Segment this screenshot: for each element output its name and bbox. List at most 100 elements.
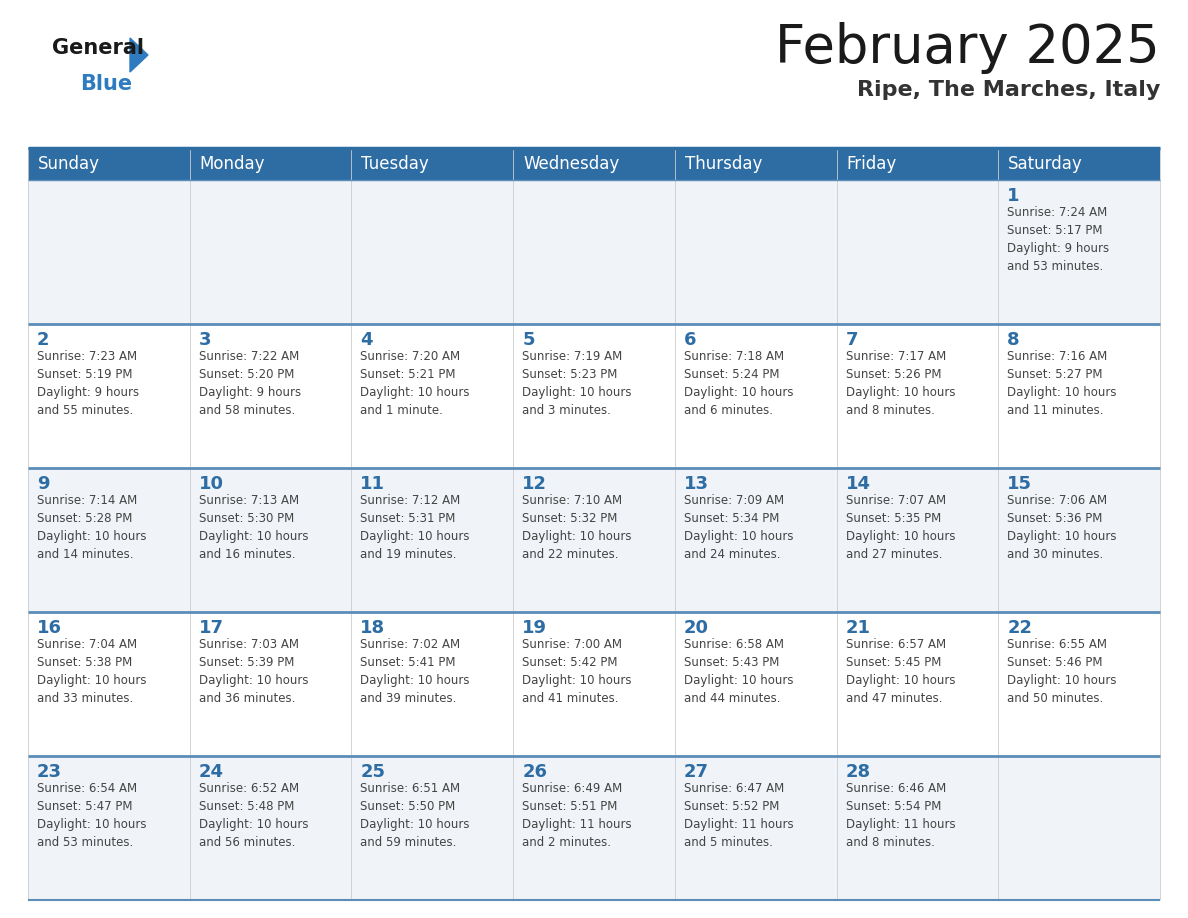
Bar	[836, 324, 998, 468]
Text: 20: 20	[684, 619, 709, 637]
Text: 27: 27	[684, 763, 709, 781]
Text: 7: 7	[846, 331, 858, 349]
Bar	[513, 756, 675, 900]
Text: Sunrise: 7:18 AM
Sunset: 5:24 PM
Daylight: 10 hours
and 6 minutes.: Sunrise: 7:18 AM Sunset: 5:24 PM Dayligh…	[684, 350, 794, 417]
Bar	[998, 756, 1159, 900]
Text: Sunrise: 6:51 AM
Sunset: 5:50 PM
Daylight: 10 hours
and 59 minutes.: Sunrise: 6:51 AM Sunset: 5:50 PM Dayligh…	[360, 782, 470, 849]
Text: 19: 19	[523, 619, 548, 637]
Text: Sunday: Sunday	[38, 155, 100, 173]
Text: 28: 28	[846, 763, 871, 781]
Text: Sunrise: 7:16 AM
Sunset: 5:27 PM
Daylight: 10 hours
and 11 minutes.: Sunrise: 7:16 AM Sunset: 5:27 PM Dayligh…	[1007, 350, 1117, 417]
Polygon shape	[129, 38, 148, 72]
Text: Sunrise: 7:04 AM
Sunset: 5:38 PM
Daylight: 10 hours
and 33 minutes.: Sunrise: 7:04 AM Sunset: 5:38 PM Dayligh…	[37, 638, 146, 705]
Text: Sunrise: 7:00 AM
Sunset: 5:42 PM
Daylight: 10 hours
and 41 minutes.: Sunrise: 7:00 AM Sunset: 5:42 PM Dayligh…	[523, 638, 632, 705]
Text: Sunrise: 6:47 AM
Sunset: 5:52 PM
Daylight: 11 hours
and 5 minutes.: Sunrise: 6:47 AM Sunset: 5:52 PM Dayligh…	[684, 782, 794, 849]
Bar	[836, 180, 998, 324]
Bar	[513, 612, 675, 756]
Text: 12: 12	[523, 475, 548, 493]
Bar	[190, 612, 352, 756]
Text: 16: 16	[37, 619, 62, 637]
Text: 6: 6	[684, 331, 696, 349]
Bar	[29, 612, 190, 756]
Text: Sunrise: 7:17 AM
Sunset: 5:26 PM
Daylight: 10 hours
and 8 minutes.: Sunrise: 7:17 AM Sunset: 5:26 PM Dayligh…	[846, 350, 955, 417]
Text: 18: 18	[360, 619, 386, 637]
Bar	[998, 468, 1159, 612]
Text: 11: 11	[360, 475, 385, 493]
Bar	[675, 180, 836, 324]
Text: 25: 25	[360, 763, 385, 781]
Text: Sunrise: 7:12 AM
Sunset: 5:31 PM
Daylight: 10 hours
and 19 minutes.: Sunrise: 7:12 AM Sunset: 5:31 PM Dayligh…	[360, 494, 470, 561]
Bar	[190, 468, 352, 612]
Text: 14: 14	[846, 475, 871, 493]
Text: Friday: Friday	[847, 155, 897, 173]
Text: 22: 22	[1007, 619, 1032, 637]
Bar	[675, 324, 836, 468]
Text: Wednesday: Wednesday	[523, 155, 619, 173]
Bar	[513, 324, 675, 468]
Text: Sunrise: 7:24 AM
Sunset: 5:17 PM
Daylight: 9 hours
and 53 minutes.: Sunrise: 7:24 AM Sunset: 5:17 PM Dayligh…	[1007, 206, 1110, 273]
Bar	[352, 180, 513, 324]
Text: 24: 24	[198, 763, 223, 781]
Text: Sunrise: 7:06 AM
Sunset: 5:36 PM
Daylight: 10 hours
and 30 minutes.: Sunrise: 7:06 AM Sunset: 5:36 PM Dayligh…	[1007, 494, 1117, 561]
Bar	[836, 612, 998, 756]
Bar	[998, 612, 1159, 756]
Text: Sunrise: 7:19 AM
Sunset: 5:23 PM
Daylight: 10 hours
and 3 minutes.: Sunrise: 7:19 AM Sunset: 5:23 PM Dayligh…	[523, 350, 632, 417]
Bar	[190, 324, 352, 468]
Text: Sunrise: 7:22 AM
Sunset: 5:20 PM
Daylight: 9 hours
and 58 minutes.: Sunrise: 7:22 AM Sunset: 5:20 PM Dayligh…	[198, 350, 301, 417]
Text: 2: 2	[37, 331, 50, 349]
Text: Saturday: Saturday	[1009, 155, 1083, 173]
Text: Sunrise: 6:46 AM
Sunset: 5:54 PM
Daylight: 11 hours
and 8 minutes.: Sunrise: 6:46 AM Sunset: 5:54 PM Dayligh…	[846, 782, 955, 849]
Text: Tuesday: Tuesday	[361, 155, 429, 173]
Bar	[352, 612, 513, 756]
Text: 26: 26	[523, 763, 548, 781]
Text: General: General	[52, 38, 144, 58]
Bar	[998, 180, 1159, 324]
Text: Sunrise: 7:03 AM
Sunset: 5:39 PM
Daylight: 10 hours
and 36 minutes.: Sunrise: 7:03 AM Sunset: 5:39 PM Dayligh…	[198, 638, 308, 705]
Bar	[998, 324, 1159, 468]
Bar	[836, 756, 998, 900]
Bar	[352, 324, 513, 468]
Text: Sunrise: 7:13 AM
Sunset: 5:30 PM
Daylight: 10 hours
and 16 minutes.: Sunrise: 7:13 AM Sunset: 5:30 PM Dayligh…	[198, 494, 308, 561]
Bar	[29, 324, 190, 468]
Text: Sunrise: 7:14 AM
Sunset: 5:28 PM
Daylight: 10 hours
and 14 minutes.: Sunrise: 7:14 AM Sunset: 5:28 PM Dayligh…	[37, 494, 146, 561]
Text: Sunrise: 6:55 AM
Sunset: 5:46 PM
Daylight: 10 hours
and 50 minutes.: Sunrise: 6:55 AM Sunset: 5:46 PM Dayligh…	[1007, 638, 1117, 705]
Text: Sunrise: 6:58 AM
Sunset: 5:43 PM
Daylight: 10 hours
and 44 minutes.: Sunrise: 6:58 AM Sunset: 5:43 PM Dayligh…	[684, 638, 794, 705]
Text: Thursday: Thursday	[684, 155, 763, 173]
Text: Sunrise: 7:07 AM
Sunset: 5:35 PM
Daylight: 10 hours
and 27 minutes.: Sunrise: 7:07 AM Sunset: 5:35 PM Dayligh…	[846, 494, 955, 561]
Bar	[29, 148, 1159, 180]
Text: Sunrise: 7:20 AM
Sunset: 5:21 PM
Daylight: 10 hours
and 1 minute.: Sunrise: 7:20 AM Sunset: 5:21 PM Dayligh…	[360, 350, 470, 417]
Bar	[352, 756, 513, 900]
Bar	[29, 468, 190, 612]
Text: 3: 3	[198, 331, 211, 349]
Text: 5: 5	[523, 331, 535, 349]
Bar	[29, 756, 190, 900]
Text: February 2025: February 2025	[776, 22, 1159, 74]
Text: 23: 23	[37, 763, 62, 781]
Text: Sunrise: 6:52 AM
Sunset: 5:48 PM
Daylight: 10 hours
and 56 minutes.: Sunrise: 6:52 AM Sunset: 5:48 PM Dayligh…	[198, 782, 308, 849]
Text: Sunrise: 7:10 AM
Sunset: 5:32 PM
Daylight: 10 hours
and 22 minutes.: Sunrise: 7:10 AM Sunset: 5:32 PM Dayligh…	[523, 494, 632, 561]
Text: 15: 15	[1007, 475, 1032, 493]
Bar	[29, 180, 190, 324]
Text: Sunrise: 7:02 AM
Sunset: 5:41 PM
Daylight: 10 hours
and 39 minutes.: Sunrise: 7:02 AM Sunset: 5:41 PM Dayligh…	[360, 638, 470, 705]
Bar	[675, 468, 836, 612]
Text: 8: 8	[1007, 331, 1020, 349]
Text: 10: 10	[198, 475, 223, 493]
Text: 9: 9	[37, 475, 50, 493]
Text: Sunrise: 7:23 AM
Sunset: 5:19 PM
Daylight: 9 hours
and 55 minutes.: Sunrise: 7:23 AM Sunset: 5:19 PM Dayligh…	[37, 350, 139, 417]
Text: Sunrise: 7:09 AM
Sunset: 5:34 PM
Daylight: 10 hours
and 24 minutes.: Sunrise: 7:09 AM Sunset: 5:34 PM Dayligh…	[684, 494, 794, 561]
Text: 17: 17	[198, 619, 223, 637]
Text: 13: 13	[684, 475, 709, 493]
Text: Blue: Blue	[80, 74, 132, 94]
Text: Sunrise: 6:49 AM
Sunset: 5:51 PM
Daylight: 11 hours
and 2 minutes.: Sunrise: 6:49 AM Sunset: 5:51 PM Dayligh…	[523, 782, 632, 849]
Text: Sunrise: 6:57 AM
Sunset: 5:45 PM
Daylight: 10 hours
and 47 minutes.: Sunrise: 6:57 AM Sunset: 5:45 PM Dayligh…	[846, 638, 955, 705]
Bar	[513, 180, 675, 324]
Text: 1: 1	[1007, 187, 1019, 205]
Text: Ripe, The Marches, Italy: Ripe, The Marches, Italy	[857, 80, 1159, 100]
Bar	[675, 612, 836, 756]
Bar	[190, 180, 352, 324]
Bar	[513, 468, 675, 612]
Text: Monday: Monday	[200, 155, 265, 173]
Text: 21: 21	[846, 619, 871, 637]
Bar	[352, 468, 513, 612]
Bar	[836, 468, 998, 612]
